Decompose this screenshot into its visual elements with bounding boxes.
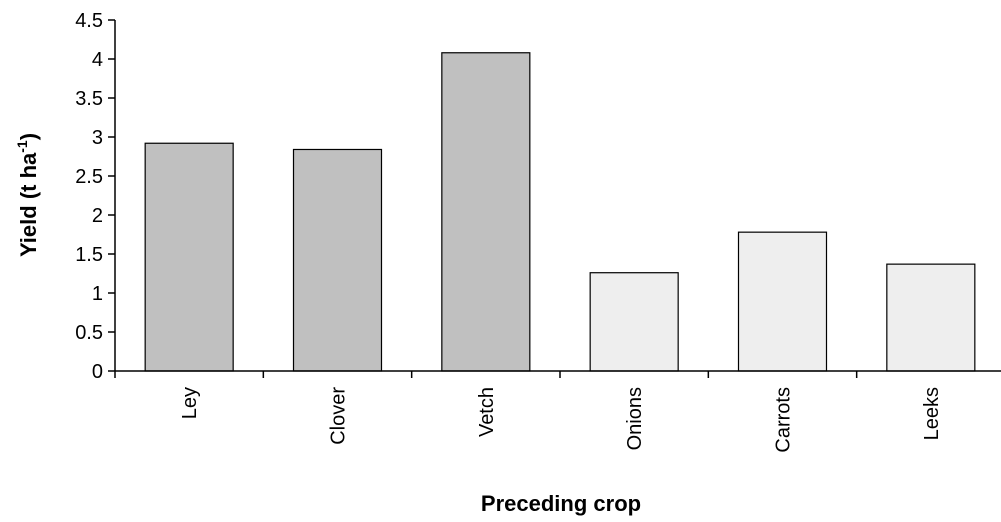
y-tick-label: 2.5 xyxy=(75,166,103,188)
x-axis-title: Preceding crop xyxy=(481,491,641,516)
bar-onions xyxy=(589,272,679,372)
bar-vetch xyxy=(441,52,531,372)
bar-leeks xyxy=(886,263,976,372)
y-tick-label: 2 xyxy=(92,205,103,227)
y-tick-label: 3 xyxy=(92,127,103,149)
x-tick-label: Carrots xyxy=(773,387,795,453)
bars xyxy=(144,52,976,372)
x-tick-label: Ley xyxy=(179,387,201,419)
x-tick-label: Clover xyxy=(328,387,350,445)
bar-carrots xyxy=(737,231,828,372)
y-tick-label: 1.5 xyxy=(75,244,103,266)
y-tick-label: 0.5 xyxy=(75,322,103,344)
y-axis-title: Yield (t ha-1) xyxy=(14,133,41,257)
y-tick-label: 4.5 xyxy=(75,10,103,32)
x-axis-ticks: Ley Clover Vetch Onions Carrots Leeks xyxy=(114,371,943,453)
bar-ley xyxy=(144,142,234,372)
bar-clover xyxy=(292,148,383,372)
y-tick-label: 1 xyxy=(92,283,103,305)
x-tick-label: Leeks xyxy=(921,387,943,440)
y-tick-label: 4 xyxy=(92,49,103,71)
y-axis-ticks: 0 0.5 1 1.5 2 2.5 3 3.5 4 4.5 xyxy=(75,10,115,383)
x-tick-label: Vetch xyxy=(476,387,498,437)
y-tick-label: 3.5 xyxy=(75,88,103,110)
y-tick-label: 0 xyxy=(92,361,103,383)
x-tick-label: Onions xyxy=(624,387,646,450)
